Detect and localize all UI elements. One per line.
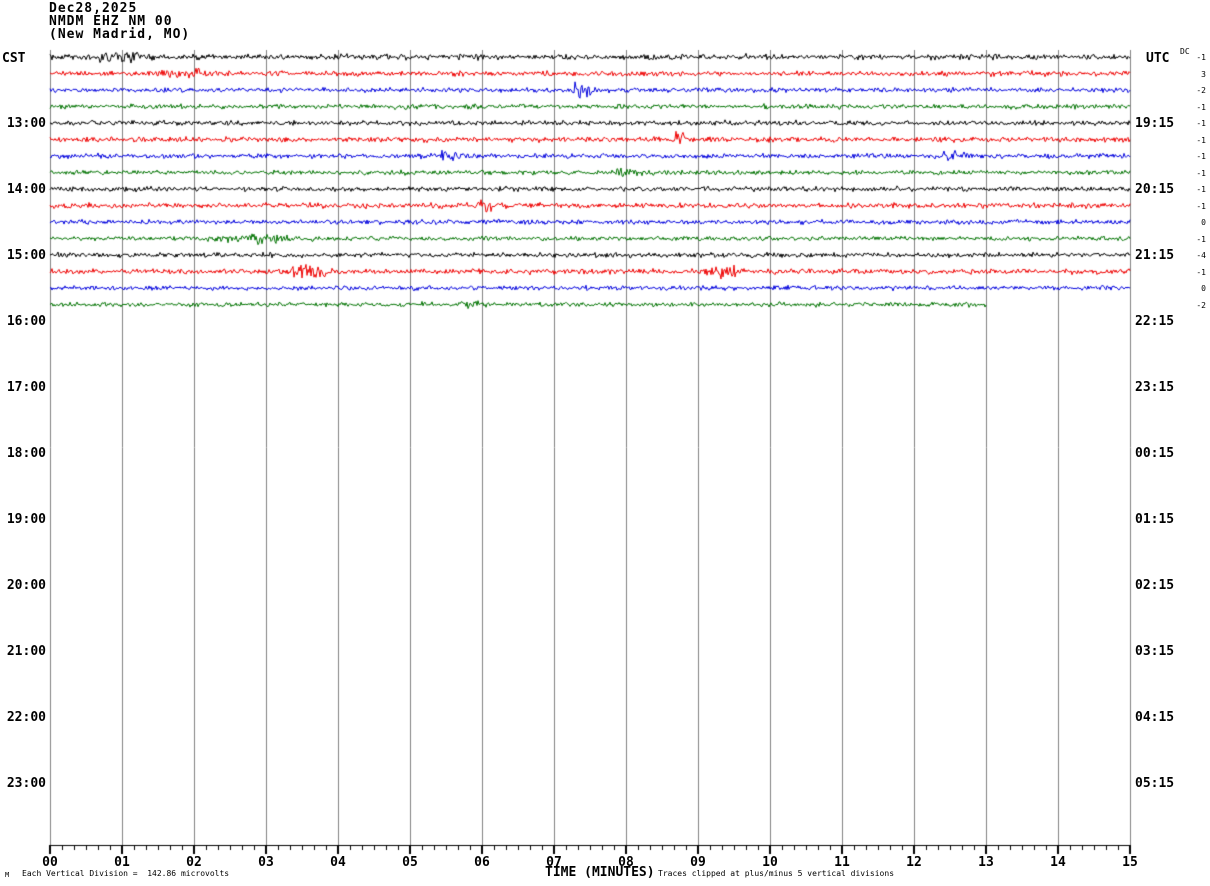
x-tick-label: 04 — [330, 855, 346, 870]
title-date: Dec28,2025 — [49, 1, 138, 16]
left-hour-label: 19:00 — [6, 512, 46, 527]
right-timezone-label: UTC — [1146, 51, 1170, 66]
dc-value: -1 — [1196, 119, 1206, 128]
right-utc-label: 21:15 — [1135, 248, 1175, 263]
dc-value: -1 — [1196, 201, 1206, 211]
left-hour-label: 20:00 — [6, 578, 46, 593]
x-tick-label: 01 — [114, 855, 130, 870]
dc-value: 0 — [1201, 284, 1206, 293]
x-tick-label: 14 — [1050, 855, 1066, 870]
dc-value: -1 — [1196, 267, 1206, 277]
dc-value: -1 — [1196, 135, 1206, 145]
right-utc-label: 03:15 — [1135, 644, 1175, 659]
left-hour-label: 22:00 — [6, 710, 46, 725]
dc-value: -1 — [1196, 185, 1206, 194]
right-utc-label: 00:15 — [1135, 446, 1175, 461]
left-hour-label: 17:00 — [6, 380, 46, 395]
dc-value: 3 — [1201, 69, 1206, 79]
left-hour-label: 16:00 — [6, 314, 46, 329]
title-location: (New Madrid, MO) — [49, 27, 191, 42]
left-hour-label: 13:00 — [6, 116, 46, 131]
left-hour-label: 21:00 — [6, 644, 46, 659]
left-hour-label: 23:00 — [6, 776, 46, 791]
x-tick-label: 10 — [762, 855, 778, 870]
dc-value: -2 — [1196, 300, 1206, 310]
x-tick-label: 05 — [402, 855, 418, 870]
x-axis-title: TIME (MINUTES) — [545, 865, 655, 880]
right-utc-label: 01:15 — [1135, 512, 1175, 527]
x-tick-label: 08 — [618, 855, 634, 870]
x-tick-label: 06 — [474, 855, 490, 870]
scale-note: Each Vertical Division = 142.86 microvol… — [22, 869, 230, 878]
dc-value: -1 — [1196, 53, 1206, 62]
title-station: NMDM EHZ NM 00 — [49, 14, 173, 29]
right-utc-label: 20:15 — [1135, 182, 1175, 197]
right-utc-label: 19:15 — [1135, 116, 1175, 131]
dc-header-label: DC — [1180, 47, 1190, 56]
dc-value: 0 — [1201, 218, 1206, 227]
x-tick-label: 12 — [906, 855, 922, 870]
right-utc-label: 05:15 — [1135, 776, 1175, 791]
watermark-mark: M — [5, 871, 10, 879]
left-hour-label: 18:00 — [6, 446, 46, 461]
x-tick-label: 09 — [690, 855, 706, 870]
x-tick-label: 03 — [258, 855, 274, 870]
x-tick-label: 00 — [42, 855, 58, 870]
left-hour-label: 14:00 — [6, 182, 46, 197]
right-utc-label: 02:15 — [1135, 578, 1175, 593]
dc-value: -1 — [1196, 102, 1206, 112]
dc-value: -1 — [1196, 152, 1206, 161]
dc-value: -4 — [1196, 251, 1206, 260]
left-timezone-label: CST — [2, 51, 26, 66]
x-tick-label: 13 — [978, 855, 994, 870]
dc-value: -1 — [1196, 168, 1206, 178]
left-hour-label: 15:00 — [6, 248, 46, 263]
x-tick-label: 15 — [1122, 855, 1138, 870]
x-tick-label: 11 — [834, 855, 850, 870]
right-utc-label: 04:15 — [1135, 710, 1175, 725]
x-tick-label: 02 — [186, 855, 202, 870]
dc-value: -1 — [1196, 234, 1206, 244]
x-tick-label: 07 — [546, 855, 562, 870]
right-utc-label: 23:15 — [1135, 380, 1175, 395]
clip-note: Traces clipped at plus/minus 5 vertical … — [658, 869, 895, 878]
dc-value: -2 — [1196, 86, 1206, 95]
right-utc-label: 22:15 — [1135, 314, 1175, 329]
